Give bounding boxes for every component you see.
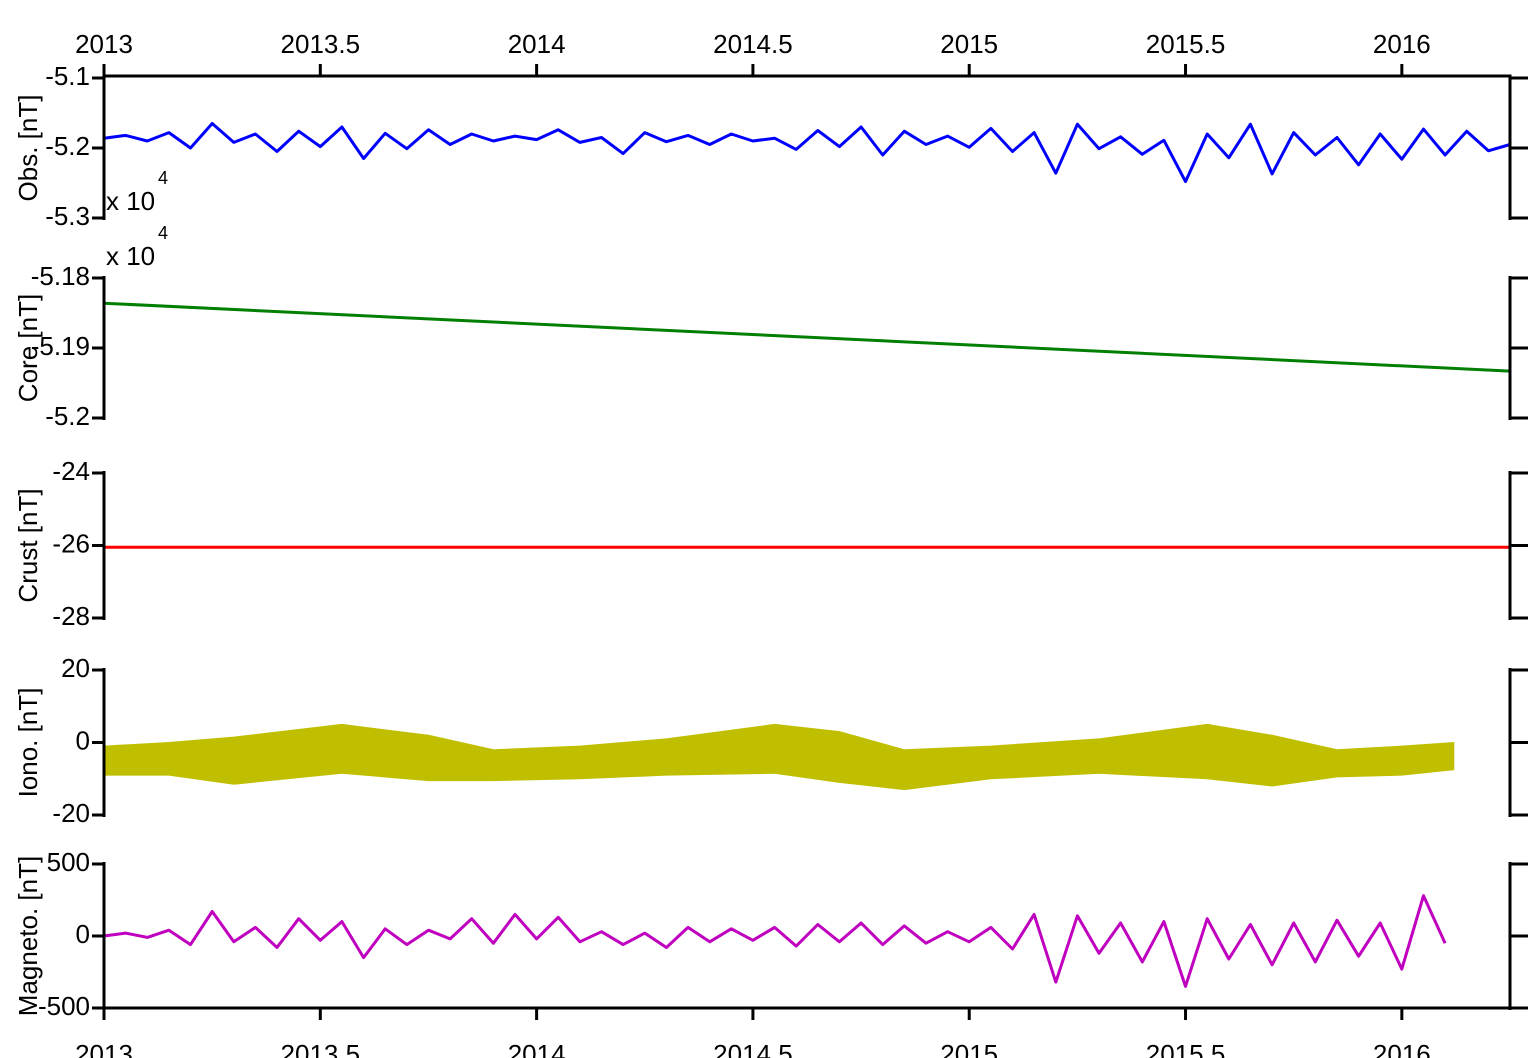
y-tick-label: -5.3: [45, 201, 90, 231]
x-tick-label: 2014: [508, 1039, 566, 1058]
y-tick-label: -28: [52, 601, 90, 631]
axis-multiplier: x 10: [106, 186, 155, 216]
y-tick-label: 20: [61, 653, 90, 683]
data-band: [103, 723, 1455, 791]
x-tick-label: 2015: [940, 1039, 998, 1058]
y-tick-label: -5.2: [45, 401, 90, 431]
axis-multiplier-exponent: 4: [158, 223, 168, 243]
y-axis-label: Crust [nT]: [13, 488, 43, 602]
y-axis-label: Obs. [nT]: [13, 95, 43, 202]
y-tick-label: 500: [47, 847, 90, 877]
y-tick-label: 0: [76, 725, 90, 755]
x-tick-label: 2013.5: [281, 29, 361, 59]
y-tick-label: -20: [52, 798, 90, 828]
y-tick-label: -5.19: [31, 331, 90, 361]
y-tick-label: 0: [76, 919, 90, 949]
y-tick-label: -26: [52, 528, 90, 558]
x-tick-label: 2013: [75, 1039, 133, 1058]
axis-multiplier-exponent: 4: [158, 168, 168, 188]
y-tick-label: -5.1: [45, 61, 90, 91]
data-line: [103, 301, 1511, 373]
y-axis-label: Magneto. [nT]: [13, 856, 43, 1016]
x-tick-label: 2016: [1373, 1039, 1431, 1058]
y-axis-label: Core [nT]: [13, 294, 43, 402]
x-tick-label: 2016: [1373, 29, 1431, 59]
y-tick-label: -5.2: [45, 131, 90, 161]
x-tick-label: 2015.5: [1146, 29, 1226, 59]
axis-multiplier: x 10: [106, 241, 155, 271]
x-tick-label: 2014.5: [713, 29, 793, 59]
x-tick-label: 2014: [508, 29, 566, 59]
y-tick-label: -500: [38, 991, 90, 1021]
x-tick-label: 2015.5: [1146, 1039, 1226, 1058]
x-tick-label: 2013: [75, 29, 133, 59]
x-tick-label: 2013.5: [281, 1039, 361, 1058]
y-tick-label: -5.18: [31, 261, 90, 291]
data-line: [103, 894, 1447, 988]
x-tick-label: 2014.5: [713, 1039, 793, 1058]
y-tick-label: -24: [52, 456, 90, 486]
y-axis-label: Iono. [nT]: [13, 688, 43, 798]
x-tick-label: 2015: [940, 29, 998, 59]
data-line: [103, 122, 1511, 184]
